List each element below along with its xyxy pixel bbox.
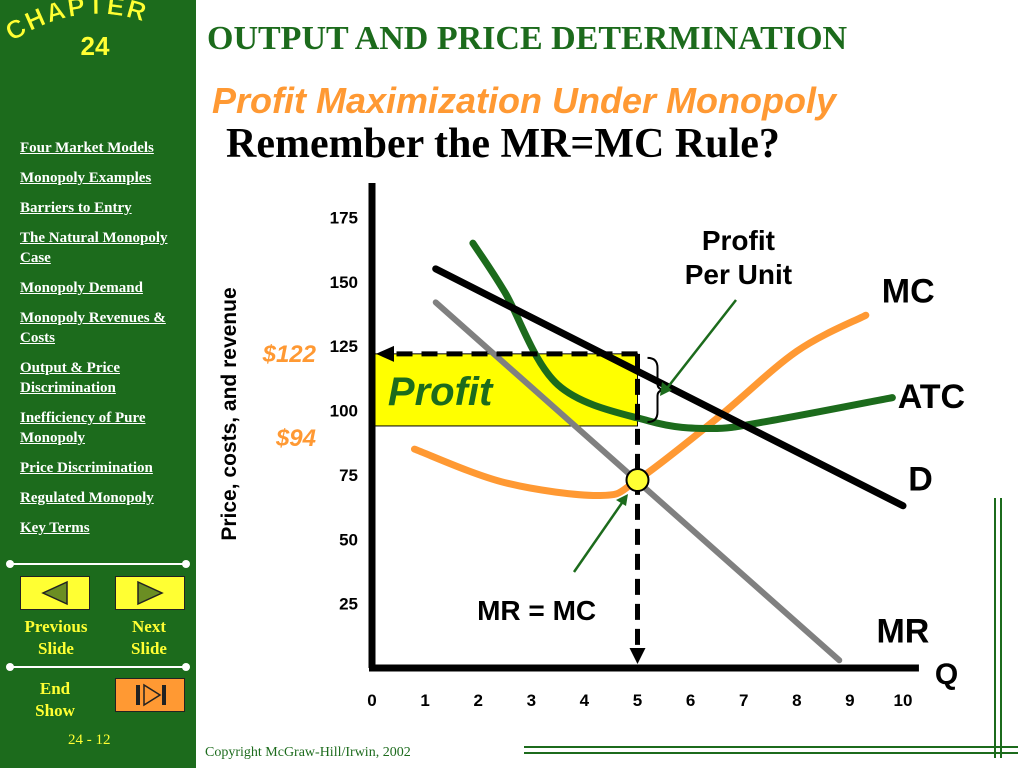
page-subtitle: Profit Maximization Under Monopoly bbox=[212, 80, 837, 121]
previous-button[interactable] bbox=[20, 576, 90, 610]
decorative-line bbox=[1000, 498, 1002, 758]
nav-barriers-to-entry[interactable]: Barriers to Entry bbox=[20, 200, 132, 216]
copyright-footer: Copyright McGraw-Hill/Irwin, 2002 bbox=[205, 745, 411, 760]
profit-per-unit-pointer bbox=[663, 299, 737, 393]
quantity-arrow-icon bbox=[629, 648, 646, 664]
atc-value-label: $94 bbox=[275, 425, 316, 452]
sidebar-nav: Four Market Models Monopoly Examples Bar… bbox=[20, 138, 190, 548]
x-axis-label: Q bbox=[935, 658, 958, 691]
x-tick-label: 10 bbox=[894, 691, 913, 710]
decorative-line bbox=[524, 752, 1018, 754]
x-tick-label: 7 bbox=[739, 691, 748, 710]
y-tick-label: 75 bbox=[339, 466, 358, 485]
series-label-d: D bbox=[908, 460, 933, 498]
profit-per-unit-line-1: Profit bbox=[702, 225, 775, 256]
x-tick-label: 4 bbox=[580, 691, 590, 710]
series-atc-line bbox=[469, 239, 896, 433]
pointer-arrow-icon bbox=[616, 494, 628, 506]
nav-monopoly-revenues-costs[interactable]: Monopoly Revenues & Costs bbox=[20, 310, 166, 346]
x-tick-label: 8 bbox=[792, 691, 801, 710]
y-tick-label: 25 bbox=[339, 595, 358, 614]
y-tick-label: 50 bbox=[339, 530, 358, 549]
chapter-word: CHAPTER bbox=[0, 0, 150, 47]
sidebar: CHAPTER 24 Four Market Models Monopoly E… bbox=[0, 0, 196, 768]
series-label-mc: MC bbox=[882, 272, 935, 310]
x-tick-label: 5 bbox=[633, 691, 642, 710]
series-label-atc: ATC bbox=[898, 378, 965, 416]
nav-output-price-discrimination[interactable]: Output & Price Discrimination bbox=[20, 360, 120, 396]
x-tick-label: 2 bbox=[473, 691, 482, 710]
divider bbox=[6, 663, 190, 671]
y-tick-label: 150 bbox=[330, 273, 358, 292]
nav-regulated-monopoly[interactable]: Regulated Monopoly bbox=[20, 490, 154, 506]
previous-label[interactable]: Previous Slide bbox=[24, 617, 88, 658]
nav-four-market-models[interactable]: Four Market Models bbox=[20, 140, 154, 156]
x-tick-label: 9 bbox=[845, 691, 854, 710]
next-label[interactable]: Next Slide bbox=[131, 617, 167, 658]
nav-inefficiency-pure-monopoly[interactable]: Inefficiency of Pure Monopoly bbox=[20, 410, 146, 446]
chapter-logo: CHAPTER 24 bbox=[0, 0, 152, 61]
svg-text:CHAPTER: CHAPTER bbox=[0, 0, 152, 47]
chapter-number: 24 bbox=[81, 31, 110, 61]
nav-monopoly-examples[interactable]: Monopoly Examples bbox=[20, 170, 152, 186]
previous-arrow-icon bbox=[41, 580, 68, 606]
slide-heading: Remember the MR=MC Rule? bbox=[226, 121, 780, 167]
x-tick-label: 3 bbox=[527, 691, 536, 710]
price-label: $122 bbox=[262, 341, 317, 368]
x-tick-label: 1 bbox=[420, 691, 429, 710]
page-title: OUTPUT AND PRICE DETERMINATION bbox=[207, 20, 848, 57]
series-d-line bbox=[432, 265, 907, 510]
divider bbox=[6, 560, 190, 568]
x-tick-label: 0 bbox=[367, 691, 376, 710]
price-arrow-icon bbox=[376, 345, 394, 362]
y-tick-label: 100 bbox=[330, 402, 358, 421]
monopoly-chart: 0 1 2 3 4 5 6 7 8 9 10 25 50 75 100 125 150 175 200 MR MC AT… bbox=[218, 160, 965, 710]
x-tick-label: 6 bbox=[686, 691, 695, 710]
nav-key-terms[interactable]: Key Terms bbox=[20, 520, 90, 536]
nav-price-discrimination[interactable]: Price Discrimination bbox=[20, 460, 153, 476]
profit-label: Profit bbox=[388, 370, 494, 414]
y-tick-label: 125 bbox=[330, 337, 358, 356]
end-show-button[interactable] bbox=[115, 678, 185, 712]
slide-number: 24 - 12 bbox=[68, 732, 111, 748]
decorative-line bbox=[994, 498, 996, 758]
y-tick-label: 200 bbox=[330, 160, 358, 163]
end-show-icon bbox=[136, 683, 166, 707]
nav-monopoly-demand[interactable]: Monopoly Demand bbox=[20, 280, 143, 296]
profit-per-unit-line-2: Per Unit bbox=[685, 259, 792, 290]
end-show-label[interactable]: End Show bbox=[35, 679, 75, 720]
next-button[interactable] bbox=[115, 576, 185, 610]
mr-mc-intersection-point bbox=[625, 468, 650, 493]
mr-mc-label: MR = MC bbox=[477, 595, 596, 626]
y-axis-label: Price, costs, and revenue bbox=[218, 287, 241, 540]
series-label-mr: MR bbox=[876, 612, 929, 650]
decorative-line bbox=[524, 746, 1018, 748]
next-arrow-icon bbox=[137, 580, 164, 606]
mr-mc-pointer bbox=[572, 499, 626, 573]
pointer-arrow-icon bbox=[660, 382, 672, 396]
nav-natural-monopoly-case[interactable]: The Natural Monopoly Case bbox=[20, 230, 168, 266]
y-tick-label: 175 bbox=[330, 208, 358, 227]
profit-per-unit-label: Profit Per Unit bbox=[685, 225, 792, 290]
